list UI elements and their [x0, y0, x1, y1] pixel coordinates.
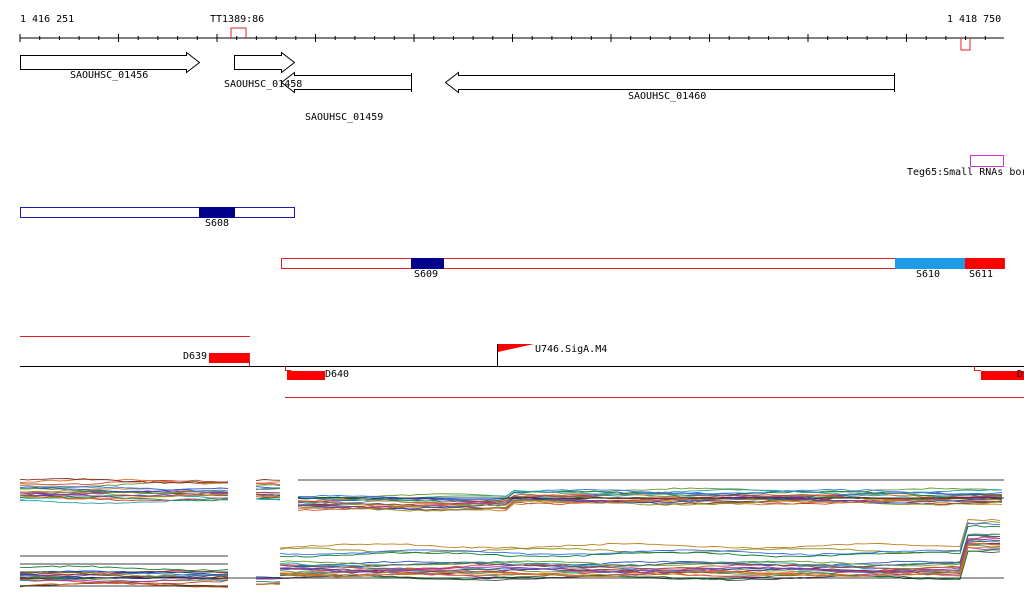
expression-line: [255, 481, 281, 484]
expression-line: [279, 521, 1001, 554]
expression-line: [279, 542, 1001, 577]
expression-line: [279, 518, 1001, 549]
expression-line: [297, 497, 1003, 510]
expression-line: [19, 491, 229, 498]
expression-line: [297, 499, 1003, 512]
gene-label-saouhsc-01459[interactable]: SAOUHSC_01459: [305, 112, 384, 123]
ruler-marker-label[interactable]: TT1389:86: [210, 14, 265, 25]
expression-line: [19, 576, 229, 583]
feature-track: [20, 336, 1024, 398]
segment-label-s610: S610: [916, 269, 941, 280]
expression-line: [255, 488, 281, 491]
segment-label-s608: S608: [205, 218, 230, 229]
segment-block-s609[interactable]: [411, 258, 444, 269]
gene-label-saouhsc-01456[interactable]: SAOUHSC_01456: [70, 70, 149, 81]
gene-arrow-saouhsc-01459[interactable]: [280, 71, 412, 94]
expression-line: [19, 481, 229, 488]
promoter-flag-icon[interactable]: [498, 344, 534, 352]
feature-label-d640: D640: [325, 369, 350, 380]
ruler-marker-right[interactable]: [960, 38, 971, 51]
expression-line: [256, 578, 281, 580]
expression-line: [297, 487, 1003, 500]
expression-line: [279, 542, 1001, 573]
expression-line: [19, 576, 229, 583]
expression-line: [19, 486, 229, 492]
expression-line: [279, 543, 1001, 578]
expression-line: [255, 479, 281, 482]
feature-block-d640[interactable]: [287, 371, 325, 380]
expression-line: [255, 486, 280, 489]
gene-arrow-saouhsc-01456[interactable]: [20, 51, 201, 74]
gene-label-saouhsc-01458[interactable]: SAOUHSC_01458: [224, 79, 303, 90]
expression-line: [19, 570, 228, 576]
feature-block-d-end[interactable]: [981, 371, 1024, 380]
ruler-end-label: 1 418 750: [947, 14, 1002, 25]
expression-line: [279, 522, 1001, 556]
feature-label-d639: D639: [183, 351, 208, 362]
expression-line: [255, 583, 281, 586]
expression-line: [255, 496, 281, 498]
segment-block-s608[interactable]: [199, 207, 235, 218]
expression-line: [255, 494, 281, 496]
expression-line: [19, 478, 228, 484]
expression-line: [255, 496, 281, 500]
expression-line: [298, 488, 1003, 500]
srna-box-teg65[interactable]: [970, 155, 1004, 167]
segment-label-s609: S609: [414, 269, 439, 280]
promoter-label: U746.SigA.M4: [535, 344, 608, 355]
expression-line: [19, 565, 229, 572]
ruler-marker-left[interactable]: [230, 27, 247, 38]
expression-line: [19, 488, 229, 494]
expression-line: [279, 534, 1001, 567]
segment-block-s611[interactable]: [965, 258, 1004, 269]
gene-track: [20, 51, 895, 94]
segment-block-s610[interactable]: [895, 258, 965, 269]
segment-bar-s609[interactable]: [281, 258, 1005, 269]
expression-line: [279, 534, 1001, 568]
ruler-start-label: 1 416 251: [20, 14, 75, 25]
segment-track-2: [281, 258, 1005, 269]
feature-label-d-end: D: [1017, 369, 1024, 380]
expression-line: [297, 493, 1003, 506]
gene-label-saouhsc-01460[interactable]: SAOUHSC_01460: [628, 91, 707, 102]
srna-label-teg65[interactable]: Teg65:Small RNAs bor: [907, 167, 1024, 178]
expression-line: [19, 497, 229, 505]
gene-arrow-saouhsc-01460[interactable]: [444, 71, 895, 94]
expression-line: [279, 535, 1001, 570]
expression-line: [19, 486, 229, 493]
feature-block-d639[interactable]: [209, 353, 250, 363]
expression-line: [255, 582, 281, 585]
expression-line: [279, 538, 1001, 573]
expression-line: [297, 497, 1003, 510]
segment-label-s611: S611: [969, 269, 994, 280]
expression-line: [297, 494, 1003, 506]
expression-line: [255, 494, 281, 498]
expression-profile-tracks: [19, 478, 1004, 589]
coordinate-ruler: [19, 27, 1004, 51]
expression-line: [255, 576, 281, 579]
expression-line: [255, 482, 281, 486]
segment-track-1: [20, 207, 295, 218]
genome-browser-tracks: [19, 27, 1024, 398]
expression-line: [19, 493, 229, 500]
gene-arrow-saouhsc-01458[interactable]: [234, 51, 296, 74]
expression-line: [255, 498, 281, 501]
expression-line: [256, 484, 281, 487]
expression-line: [279, 524, 1001, 558]
segment-bar-s608[interactable]: [20, 207, 295, 218]
expression-line: [255, 580, 281, 583]
